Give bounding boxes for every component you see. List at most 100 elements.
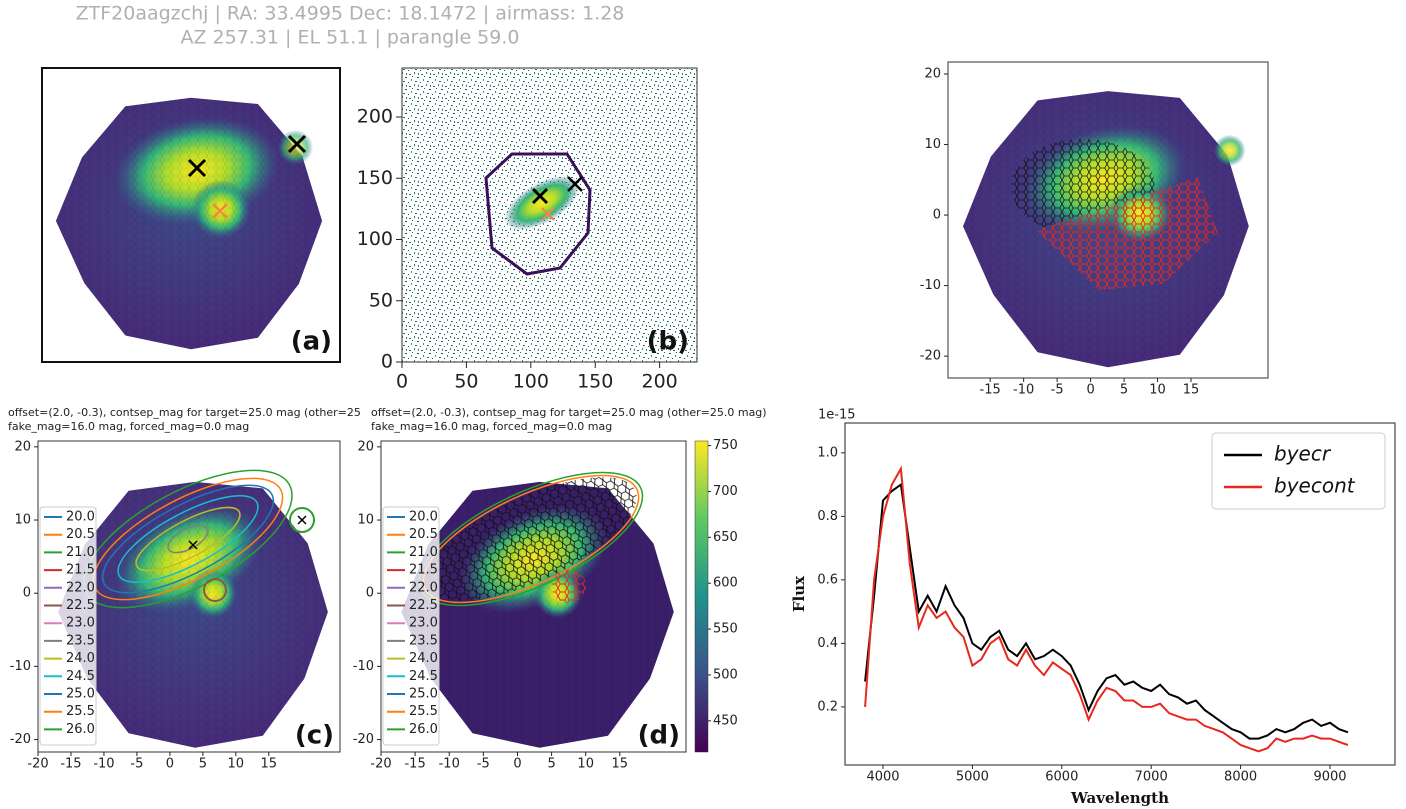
x-tick-label: 4000 <box>866 770 899 785</box>
y-tick-label: 200 <box>357 106 393 128</box>
legend-label: 23.5 <box>409 633 438 648</box>
x-tick-label: 0 <box>513 757 521 772</box>
y-tick-label: 0.8 <box>817 509 838 524</box>
x-tick-label: 10 <box>1149 383 1166 398</box>
header-line: AZ 257.31 | EL 51.1 | parangle 59.0 <box>180 27 519 49</box>
legend-label: 24.0 <box>409 651 438 666</box>
hex-grid <box>58 481 328 748</box>
y-tick-label: 10 <box>924 137 941 152</box>
x-tick-label: 5000 <box>956 770 989 785</box>
legend-label: 22.0 <box>66 580 95 595</box>
panel-subtitle: fake_mag=16.0 mag, forced_mag=0.0 mag <box>371 420 612 433</box>
colorbar-tick-label: 500 <box>713 667 738 682</box>
panel-label: (a) <box>291 327 332 357</box>
y-tick-label: 0 <box>366 586 374 601</box>
hex-selection <box>425 477 637 601</box>
spectrum-line <box>864 465 1349 753</box>
x-tick-label: 10 <box>228 757 245 772</box>
x-tick-label: 6000 <box>1045 770 1078 785</box>
y-tick-label: -10 <box>353 659 374 674</box>
marker-x <box>287 134 307 154</box>
legend-box <box>382 506 440 746</box>
marker-x <box>187 158 207 178</box>
x-tick-label: -10 <box>93 757 114 772</box>
colorbar-tick-label: 550 <box>713 622 738 637</box>
x-tick-label: -5 <box>1051 383 1064 398</box>
x-tick-label: 5 <box>1120 383 1128 398</box>
x-tick-label: -15 <box>980 383 1001 398</box>
legend-label: 23.0 <box>66 616 95 631</box>
y-tick-label: 100 <box>357 228 393 250</box>
legend-label: 22.5 <box>409 598 438 613</box>
x-tick-label: 7000 <box>1135 770 1168 785</box>
x-tick-label: 15 <box>612 757 629 772</box>
panel-title: offset=(2.0, -0.3), contsep_mag for targ… <box>8 406 361 419</box>
contour <box>117 495 259 583</box>
x-tick-label: -20 <box>27 757 48 772</box>
x-tick-label: 8000 <box>1224 770 1257 785</box>
legend-label: 23.0 <box>409 616 438 631</box>
x-tick-label: 10 <box>577 757 594 772</box>
legend-label: 23.5 <box>66 633 95 648</box>
x-tick-label: 5 <box>199 757 207 772</box>
contour <box>167 524 209 554</box>
hex-selection <box>552 569 586 603</box>
y-tick-label: 0.4 <box>817 636 838 651</box>
y-tick-label: 0.2 <box>817 699 838 714</box>
axes-frame <box>401 67 698 363</box>
legend-label: 25.0 <box>66 687 95 702</box>
legend-label: 20.0 <box>409 510 438 525</box>
legend-label: 26.0 <box>409 722 438 737</box>
panel-label: (b) <box>647 327 689 357</box>
emission-blob <box>504 175 580 231</box>
axes-frame <box>947 61 1269 379</box>
axes-frame <box>37 440 341 753</box>
legend-label: 21.5 <box>409 563 438 578</box>
legend-label: 26.0 <box>66 722 95 737</box>
contour <box>203 578 227 602</box>
axes-frame <box>380 440 687 753</box>
y-tick-label: 1.0 <box>817 445 838 460</box>
colorbar-tick-label: 600 <box>713 576 738 591</box>
x-tick-label: 0 <box>166 757 174 772</box>
panel-title: offset=(2.0, -0.3), contsep_mag for targ… <box>371 406 767 419</box>
legend-label: 22.5 <box>66 598 95 613</box>
x-tick-label: -5 <box>130 757 143 772</box>
legend-label: 24.5 <box>66 669 95 684</box>
y-tick-label: -10 <box>920 278 941 293</box>
x-tick-label: -20 <box>370 757 391 772</box>
y-tick-label: 20 <box>357 439 374 454</box>
x-tick-label: 0 <box>1086 383 1094 398</box>
y-tick-label: 50 <box>369 289 393 311</box>
y-tick-label: -10 <box>10 659 31 674</box>
marker-x <box>188 540 198 550</box>
legend-label: 20.0 <box>66 510 95 525</box>
x-tick-label: 150 <box>577 371 613 393</box>
hex-grid <box>55 97 323 350</box>
legend-label: byecr <box>1274 442 1332 466</box>
y-tick-label: -20 <box>920 349 941 364</box>
x-tick-label: -15 <box>60 757 81 772</box>
y-tick-label: -20 <box>10 732 31 747</box>
panel-subtitle: fake_mag=16.0 mag, forced_mag=0.0 mag <box>8 420 249 433</box>
colorbar-tick-label: 700 <box>713 484 738 499</box>
marker-x <box>531 187 549 205</box>
marker-x <box>212 203 228 219</box>
aperture <box>484 152 592 276</box>
colorbar <box>694 440 709 753</box>
axes-frame <box>844 422 1396 766</box>
y-tick-label: -20 <box>353 732 374 747</box>
x-tick-label: -10 <box>1013 383 1034 398</box>
colorbar-tick-label: 750 <box>713 438 738 453</box>
y-tick-label: 0 <box>23 586 31 601</box>
panel-label: (d) <box>638 721 680 751</box>
legend-label: 21.0 <box>409 545 438 560</box>
y-axis-label: Flux <box>790 575 808 612</box>
contour <box>135 506 241 572</box>
y-tick-label: 150 <box>357 167 393 189</box>
legend-label: 24.0 <box>66 651 95 666</box>
legend-label: 24.5 <box>409 669 438 684</box>
legend-label: 22.0 <box>409 580 438 595</box>
legend-box <box>1211 432 1386 510</box>
